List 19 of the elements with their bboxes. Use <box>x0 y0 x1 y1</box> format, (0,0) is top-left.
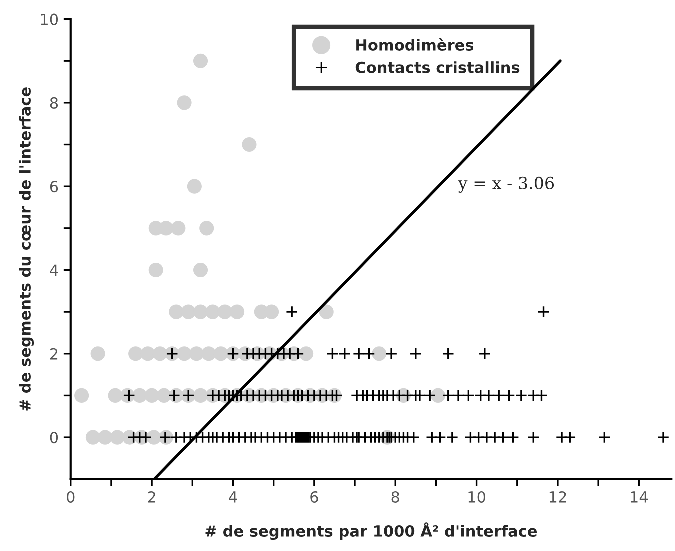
y-tick-label: 2 <box>50 348 58 360</box>
x-tick-label: 14 <box>631 492 648 503</box>
y-axis-title: # de segments du cœur de l'interface <box>19 88 34 411</box>
x-tick-label: 8 <box>392 491 400 503</box>
y-tick-label: 8 <box>50 97 58 109</box>
x-tick-label: 10 <box>468 491 486 503</box>
x-tick-label: 6 <box>310 491 318 503</box>
x-tick-label: 12 <box>550 491 566 503</box>
x-tick-label: 4 <box>229 492 238 503</box>
annotation: y = x - 3.06 <box>458 176 554 193</box>
y-tick-label: 10 <box>41 14 58 26</box>
x-tick-label: 2 <box>148 491 156 503</box>
y-tick-label: 6 <box>50 181 58 193</box>
x-tick-label: 0 <box>67 491 75 503</box>
y-tick-label: 0 <box>50 432 58 444</box>
x-axis-title: # de segments par 1000 Å² d'interface <box>206 522 538 540</box>
legend-label: Contacts cristallins <box>356 62 520 74</box>
legend-label: Homodimères <box>356 38 474 51</box>
y-tick-label: 4 <box>50 264 58 276</box>
